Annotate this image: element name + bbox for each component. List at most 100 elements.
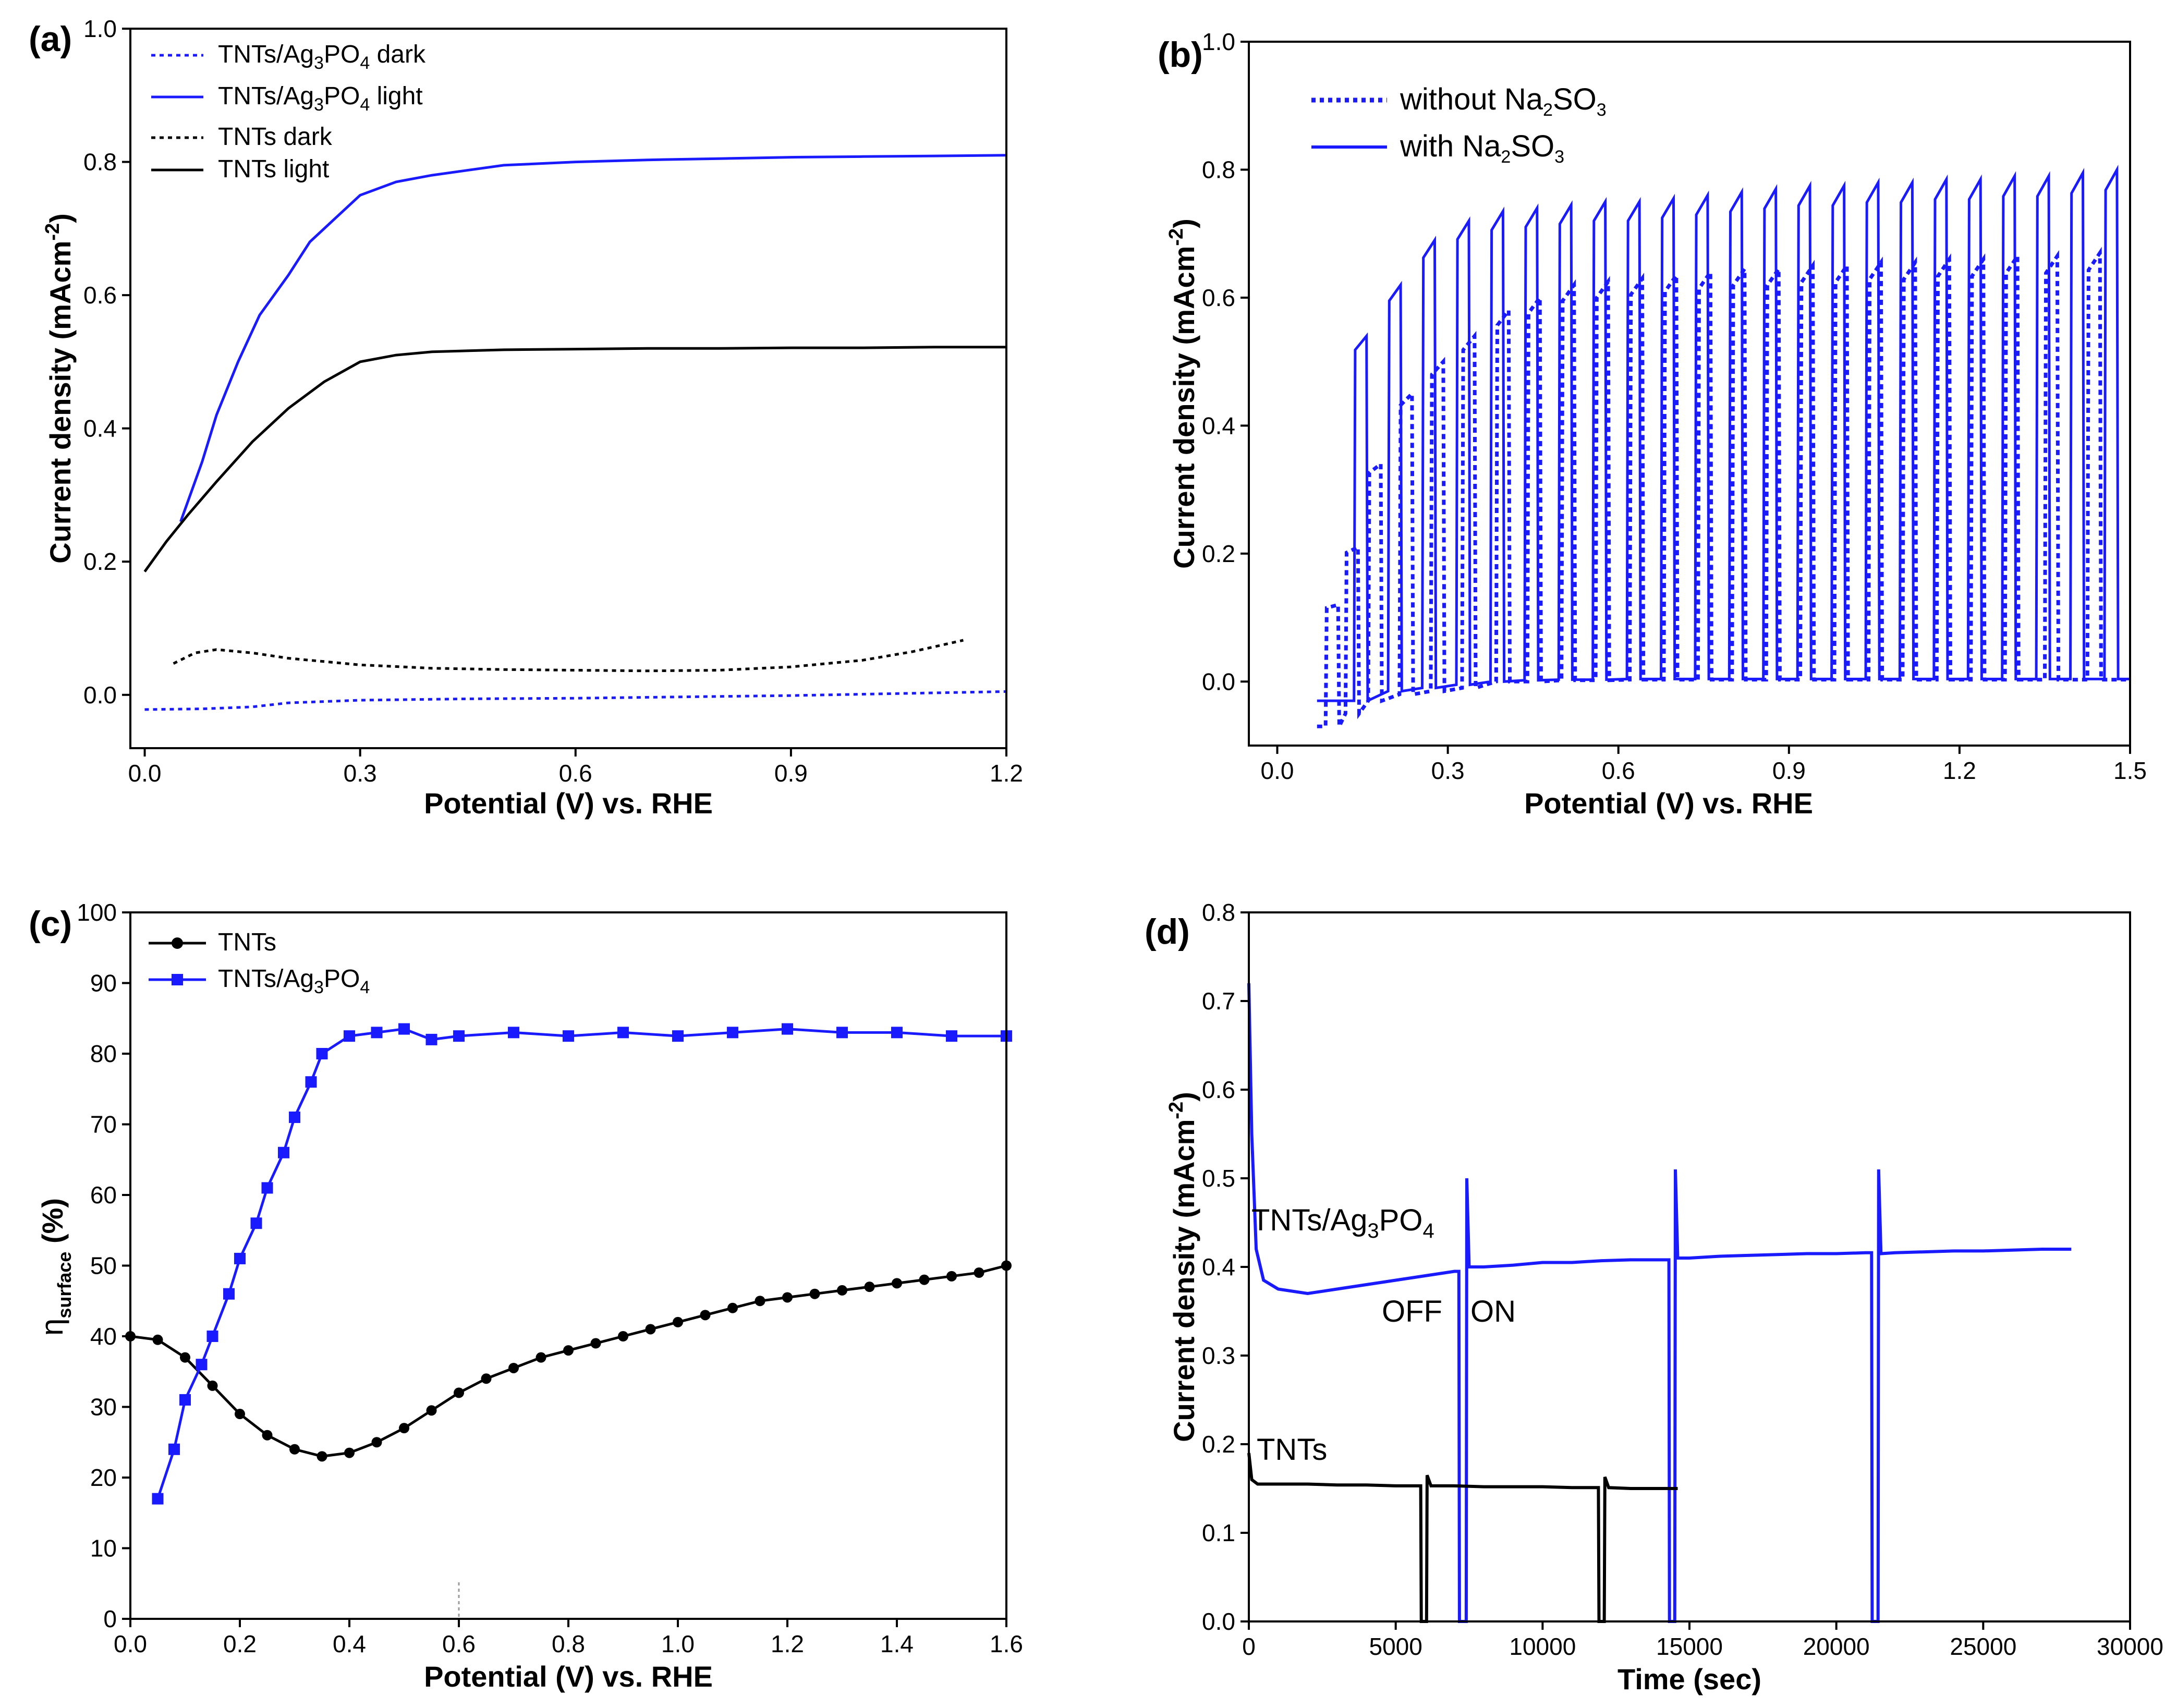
panel-b: 0.0 0.3 0.6 0.9 1.2 1.5 0.0 0.2 0.4 0.6 0.8 1.0 (b)… bbox=[1158, 28, 2147, 820]
panel-d-xtick-label: 20000 bbox=[1803, 1633, 1870, 1660]
panel-c-xtick-label: 1.6 bbox=[990, 1630, 1023, 1657]
panel-c-label: (c) bbox=[29, 904, 72, 944]
panel-d-xtick-label: 5000 bbox=[1369, 1633, 1422, 1660]
panel-d-ytick-label: 0.5 bbox=[1202, 1165, 1235, 1192]
panel-c-point bbox=[836, 1027, 848, 1039]
legend-label: without Na2SO3 bbox=[1400, 82, 1607, 120]
panel-a-plot-frame bbox=[129, 28, 1007, 749]
panel-c-xtick-label: 0.2 bbox=[223, 1630, 257, 1657]
panel-a-ytick-label: 0.0 bbox=[83, 681, 117, 709]
panel-b-ylabel-sup: -2 bbox=[1165, 228, 1187, 246]
panel-a-ylabel-main: Current density (mAcm bbox=[44, 241, 77, 564]
panel-d-series-line bbox=[1247, 1453, 1678, 1623]
panel-d-xtick-label: 15000 bbox=[1656, 1633, 1723, 1660]
panel-c-ylabel: ηsurface (%) bbox=[34, 1198, 75, 1336]
panel-c-point bbox=[206, 1331, 218, 1342]
panel-c-point bbox=[250, 1217, 262, 1229]
panel-c-point bbox=[645, 1324, 656, 1335]
legend-label: TNTs/Ag3PO4 dark bbox=[218, 41, 426, 73]
panel-c-point bbox=[305, 1076, 317, 1088]
panel-c-point bbox=[168, 1443, 180, 1455]
panel-c-point bbox=[946, 1030, 957, 1042]
panel-c-point bbox=[837, 1285, 847, 1296]
panel-c-point bbox=[344, 1030, 355, 1042]
panel-d-on-label: ON bbox=[1470, 1295, 1516, 1328]
panel-a-legend: TNTs/Ag3PO4 dark TNTs/Ag3PO4 light TNTs da… bbox=[151, 41, 426, 183]
panel-c-ytick-label: 30 bbox=[90, 1394, 117, 1421]
panel-c-point bbox=[454, 1387, 464, 1398]
panel-c-point bbox=[262, 1430, 273, 1441]
panel-c-legend: TNTs TNTs/Ag3PO4 bbox=[149, 929, 370, 997]
panel-d-series bbox=[1247, 983, 2072, 1623]
panel-c-point bbox=[179, 1394, 191, 1406]
panel-c-ytick-label: 10 bbox=[90, 1535, 117, 1562]
panel-d-ytick-label: 0.2 bbox=[1202, 1431, 1235, 1458]
panel-c-point bbox=[289, 1444, 300, 1455]
panel-c-point bbox=[919, 1274, 930, 1285]
panel-d-xtick-label: 25000 bbox=[1950, 1633, 2016, 1660]
panel-c-point bbox=[180, 1352, 190, 1363]
panel-c-point bbox=[672, 1030, 684, 1042]
panel-d-ticks: 0 5000 10000 15000 20000 25000 30000 0.0 0.1 0.2 0… bbox=[1202, 899, 2163, 1660]
panel-c-point bbox=[371, 1027, 383, 1039]
panel-b-xtick-label: 0.9 bbox=[1772, 757, 1806, 784]
panel-d-ytick-label: 0.7 bbox=[1202, 987, 1235, 1015]
panel-c-ytick-label: 100 bbox=[77, 899, 117, 926]
panel-a-ylabel-sup: -2 bbox=[42, 223, 64, 241]
panel-d-off-label: OFF bbox=[1382, 1295, 1442, 1328]
panel-d-xtick-label: 30000 bbox=[2097, 1633, 2163, 1660]
panel-b-ytick-label: 0.8 bbox=[1202, 156, 1235, 183]
panel-c-legend-marker bbox=[172, 974, 183, 985]
panel-b-xtick-label: 0.0 bbox=[1261, 757, 1294, 784]
panel-c-xtick-label: 1.0 bbox=[661, 1630, 695, 1657]
panel-a-xlabel: Potential (V) vs. RHE bbox=[424, 787, 713, 820]
panel-b-plot-frame bbox=[1248, 41, 2131, 747]
panel-c-point bbox=[508, 1027, 519, 1039]
panel-d-label: (d) bbox=[1145, 912, 1190, 951]
panel-c-point bbox=[261, 1182, 273, 1194]
panel-b-ticks: 0.0 0.3 0.6 0.9 1.2 1.5 0.0 0.2 0.4 0.6 0.8 1.0 bbox=[1202, 28, 2147, 784]
panel-c-xtick-label: 1.2 bbox=[771, 1630, 804, 1657]
panel-d: 0 5000 10000 15000 20000 25000 30000 0.0 0.1 0.2 0… bbox=[1145, 899, 2163, 1695]
panel-c-point bbox=[891, 1027, 903, 1039]
panel-c-point bbox=[700, 1310, 711, 1321]
panel-c-point bbox=[196, 1359, 208, 1371]
panel-a-label: (a) bbox=[29, 19, 72, 59]
panel-c-xtick-label: 1.4 bbox=[880, 1630, 914, 1657]
panel-b-xtick-label: 1.5 bbox=[2113, 757, 2147, 784]
panel-c-xlabel: Potential (V) vs. RHE bbox=[424, 1660, 713, 1693]
panel-b-series bbox=[1317, 164, 2130, 728]
panel-c-xtick-label: 0.4 bbox=[333, 1630, 366, 1657]
panel-d-ag-label: TNTs/Ag3PO4 bbox=[1251, 1203, 1434, 1242]
panel-c-point bbox=[223, 1288, 235, 1300]
panel-a-xtick-label: 0.0 bbox=[128, 760, 162, 787]
panel-c-xtick-label: 0.0 bbox=[114, 1630, 147, 1657]
panel-b-series-with bbox=[1317, 164, 2130, 703]
panel-c-point bbox=[289, 1111, 300, 1123]
panel-d-series-line bbox=[1247, 983, 2072, 1623]
legend-label: TNTs bbox=[218, 929, 276, 956]
panel-b-label: (b) bbox=[1158, 35, 1203, 75]
panel-c-point bbox=[617, 1027, 629, 1039]
panel-c-ytick-label: 0 bbox=[103, 1605, 117, 1632]
panel-a-xtick-label: 0.9 bbox=[774, 760, 808, 787]
panel-c-point bbox=[508, 1362, 519, 1373]
panel-a-ylabel-close: ) bbox=[44, 213, 77, 223]
panel-c-point bbox=[755, 1296, 765, 1307]
panel-b-ytick-label: 0.2 bbox=[1202, 540, 1235, 567]
panel-d-xtick-label: 10000 bbox=[1509, 1633, 1576, 1660]
panel-d-tnts-label: TNTs bbox=[1257, 1433, 1327, 1467]
panel-d-ytick-label: 0.3 bbox=[1202, 1342, 1235, 1369]
panel-c-ytick-label: 20 bbox=[90, 1464, 117, 1491]
panel-c-point bbox=[207, 1380, 218, 1391]
panel-b-ylabel-main: Current density (mAcm bbox=[1167, 246, 1200, 569]
legend-label: TNTs/Ag3PO4 bbox=[218, 965, 370, 997]
panel-a-ytick-label: 0.6 bbox=[83, 282, 117, 309]
panel-b-ytick-label: 0.0 bbox=[1202, 668, 1235, 695]
panel-d-ylabel-sup: -2 bbox=[1165, 1102, 1187, 1119]
panel-b-xtick-label: 0.6 bbox=[1602, 757, 1635, 784]
panel-c-point bbox=[235, 1409, 245, 1420]
panel-c-point bbox=[234, 1252, 246, 1264]
panel-c-point bbox=[782, 1292, 793, 1303]
